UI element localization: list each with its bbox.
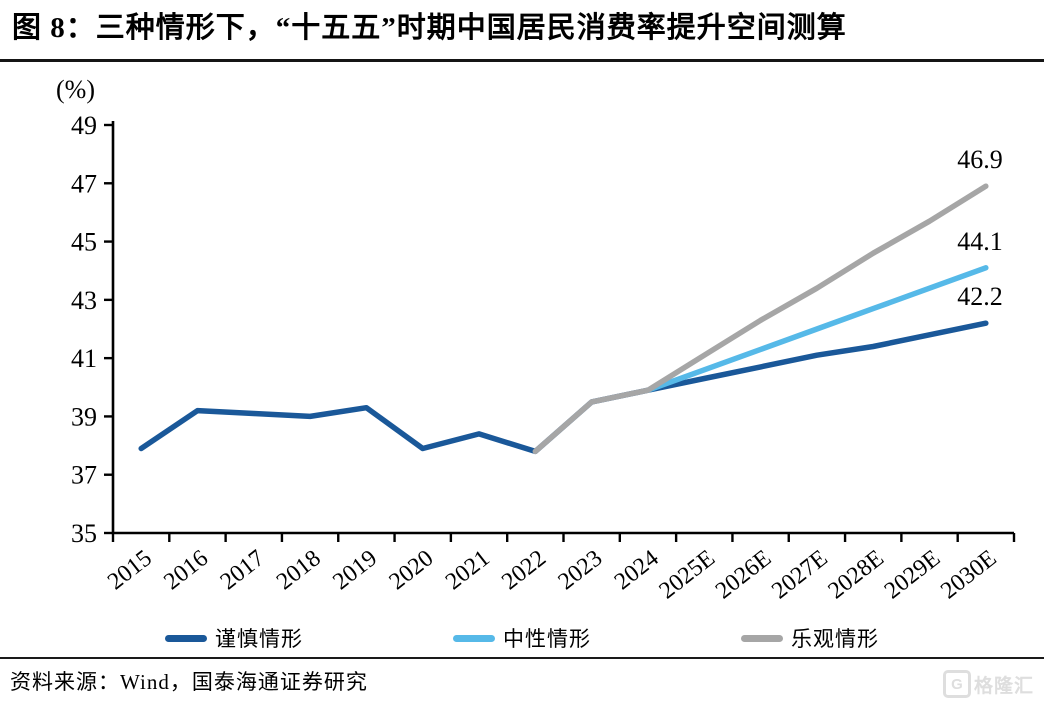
legend-label-optimistic: 乐观情形 bbox=[791, 627, 879, 651]
x-tick-label: 2023 bbox=[554, 545, 608, 595]
x-tick-label: 2016 bbox=[159, 545, 213, 595]
legend-swatch-cautious-icon bbox=[165, 634, 207, 642]
watermark-text: 格隆汇 bbox=[973, 675, 1034, 697]
figure-header: 图 8：三种情形下，“十五五”时期中国居民消费率提升空间测算 bbox=[0, 0, 1044, 62]
series-line-neutral bbox=[645, 265, 989, 393]
x-tick-label: 2017 bbox=[216, 545, 270, 595]
legend-label-cautious: 谨慎情形 bbox=[215, 627, 303, 651]
footer: 资料来源：Wind，国泰海通证券研究 G 格隆汇 bbox=[0, 657, 1044, 703]
y-axis-unit-label: (%) bbox=[56, 75, 95, 104]
y-tick-label: 37 bbox=[71, 461, 97, 490]
x-tick-label: 2029E bbox=[880, 545, 945, 604]
x-tick-label: 2025E bbox=[655, 545, 720, 604]
x-tick-label: 2019 bbox=[328, 545, 382, 595]
x-tick-label: 2021 bbox=[441, 545, 495, 595]
legend-item-optimistic: 乐观情形 bbox=[741, 623, 879, 653]
series-line-cautious bbox=[138, 320, 989, 455]
y-tick-label: 41 bbox=[71, 344, 97, 373]
x-tick-label: 2022 bbox=[497, 545, 551, 595]
source-note: 资料来源：Wind，国泰海通证券研究 bbox=[10, 670, 368, 694]
gelonghui-logo-icon: G bbox=[942, 670, 971, 698]
x-tick-label: 2018 bbox=[272, 545, 326, 595]
y-tick-label: 49 bbox=[71, 111, 97, 140]
x-tick-label: 2024 bbox=[610, 545, 664, 595]
axis-lines bbox=[111, 121, 1014, 535]
legend-swatch-neutral-icon bbox=[453, 634, 495, 642]
x-tick-label: 2030E bbox=[936, 545, 1001, 604]
end-value-label-neutral: 44.1 bbox=[957, 227, 1003, 256]
y-tick-label: 43 bbox=[71, 286, 97, 315]
legend-item-neutral: 中性情形 bbox=[453, 623, 591, 653]
x-tick-label: 2015 bbox=[103, 545, 157, 595]
legend-label-neutral: 中性情形 bbox=[503, 627, 591, 651]
y-tick-label: 47 bbox=[71, 169, 97, 198]
x-tick-label: 2020 bbox=[385, 545, 439, 595]
y-tick-label: 39 bbox=[71, 402, 97, 431]
watermark: G 格隆汇 bbox=[942, 670, 1034, 698]
chart-legend: 谨慎情形 中性情形 乐观情形 bbox=[0, 621, 1044, 655]
y-tick-label: 45 bbox=[71, 228, 97, 257]
legend-swatch-optimistic-icon bbox=[741, 634, 783, 642]
end-value-label-optimistic: 46.9 bbox=[957, 145, 1003, 174]
legend-item-cautious: 谨慎情形 bbox=[165, 623, 303, 653]
y-tick-label: 35 bbox=[71, 519, 97, 548]
end-value-label-cautious: 42.2 bbox=[957, 282, 1003, 311]
page-title: 图 8：三种情形下，“十五五”时期中国居民消费率提升空间测算 bbox=[12, 12, 847, 44]
series-line-optimistic bbox=[532, 183, 989, 455]
x-tick-label: 2026E bbox=[711, 545, 776, 604]
x-tick-label: 2028E bbox=[824, 545, 889, 604]
x-tick-label: 2027E bbox=[767, 545, 832, 604]
